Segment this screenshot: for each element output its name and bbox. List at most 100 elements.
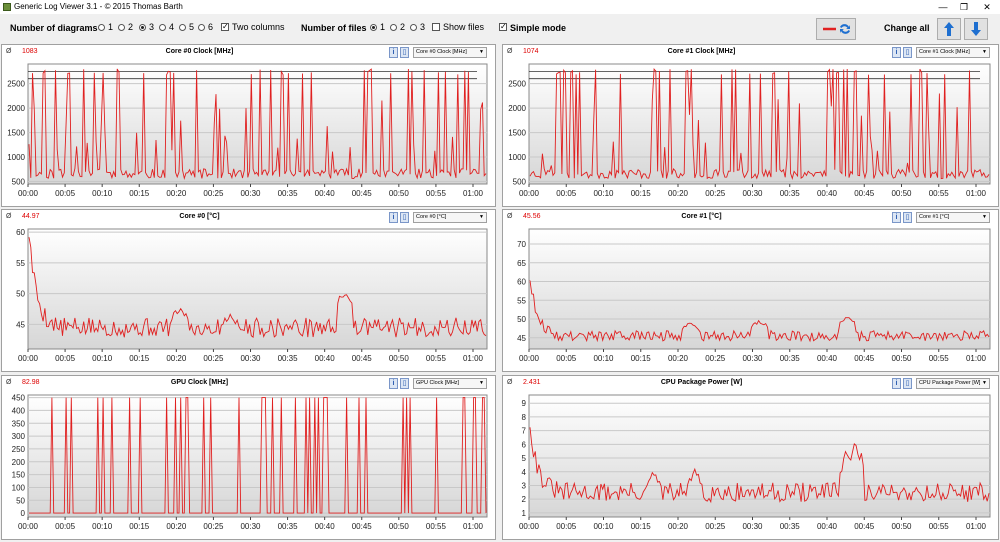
line-chart[interactable]: 45 50 55 60 00:00 00:05 00:10 00:15 00:20 00:25 00… — [2, 225, 495, 371]
x-tick-label: 00:40 — [315, 354, 336, 363]
minimize-button[interactable]: — — [938, 2, 948, 12]
chevron-down-icon: ▼ — [479, 380, 484, 386]
diagram-panel: Ø 82.98 GPU Clock [MHz] i ▯ GPU Clock [MHz] ▼ 0… — [1, 375, 496, 540]
simple-mode-checkbox[interactable]: ✓ — [499, 22, 507, 31]
y-tick-label: 3 — [522, 481, 527, 490]
two-columns-checkbox[interactable]: ✓ — [221, 22, 229, 31]
info-icon[interactable]: i — [389, 212, 398, 223]
files-radio-3[interactable] — [410, 24, 417, 31]
y-tick-label: 1 — [522, 509, 527, 518]
move-up-button[interactable] — [937, 18, 961, 40]
statistics-icon[interactable]: ▯ — [903, 212, 912, 223]
series-line — [28, 68, 487, 181]
diagrams-radio-4[interactable] — [159, 24, 166, 31]
sensor-select[interactable]: Core #0 Clock [MHz] ▼ — [413, 47, 487, 58]
diagram-panel: Ø 1074 Core #1 Clock [MHz] i ▯ Core #1 Clock … — [502, 44, 999, 207]
statistics-icon[interactable]: ▯ — [400, 378, 409, 389]
y-tick-label: 1000 — [7, 153, 25, 162]
y-tick-label: 2500 — [7, 80, 25, 89]
x-tick-label: 00:05 — [55, 354, 76, 363]
chevron-down-icon: ▼ — [982, 49, 987, 55]
x-tick-label: 00:50 — [891, 354, 912, 363]
files-radio-2[interactable] — [390, 24, 397, 31]
diagram-header: Ø 1083 Core #0 Clock [MHz] i ▯ Core #0 Clock … — [2, 45, 495, 60]
x-tick-label: 00:05 — [55, 522, 76, 531]
x-tick-label: 00:15 — [631, 189, 652, 198]
average-symbol: Ø — [6, 213, 12, 220]
x-tick-label: 00:00 — [18, 354, 39, 363]
x-tick-label: 00:45 — [352, 189, 373, 198]
window-title: Generic Log Viewer 3.1 - © 2015 Thomas B… — [14, 2, 183, 11]
y-tick-label: 0 — [21, 509, 26, 518]
files-radio-1[interactable] — [370, 24, 377, 31]
diagrams-radio-2[interactable] — [118, 24, 125, 31]
move-down-button[interactable] — [964, 18, 988, 40]
statistics-icon[interactable]: ▯ — [400, 212, 409, 223]
statistics-icon[interactable]: ▯ — [400, 47, 409, 58]
y-tick-label: 45 — [16, 320, 25, 329]
sensor-select-value: Core #0 [°C] — [416, 214, 447, 220]
diagram-header: Ø 82.98 GPU Clock [MHz] i ▯ GPU Clock [MHz] ▼ — [2, 376, 495, 391]
x-tick-label: 01:00 — [966, 189, 987, 198]
sensor-select[interactable]: GPU Clock [MHz] ▼ — [413, 378, 487, 389]
line-chart[interactable]: 500 1000 1500 2000 2500 00:00 00:05 00:10 00:15 0… — [2, 60, 495, 206]
sensor-select[interactable]: Core #1 Clock [MHz] ▼ — [916, 47, 990, 58]
two-columns-label: Two columns — [232, 22, 285, 32]
line-chart[interactable]: 1 2 3 4 5 6 7 8 9 00:00 00:05 00:10 00:15 00:20 00:25 0… — [503, 391, 998, 539]
x-tick-label: 00:55 — [426, 522, 447, 531]
info-icon[interactable]: i — [892, 212, 901, 223]
series-line — [529, 280, 990, 343]
arrow-up-icon — [944, 22, 954, 36]
close-button[interactable]: ✕ — [983, 2, 991, 12]
diagrams-radio-3[interactable] — [139, 24, 146, 31]
diagrams-radio-6[interactable] — [198, 24, 205, 31]
restore-button[interactable]: ❐ — [959, 2, 969, 12]
info-icon[interactable]: i — [892, 47, 901, 58]
diagram-title: Core #0 [°C] — [179, 213, 220, 220]
x-tick-label: 00:10 — [593, 189, 614, 198]
diagrams-radio-5[interactable] — [179, 24, 186, 31]
line-chart[interactable]: 0 50 100 150 200 250 300 350 400 450 00:00 00:05 00:… — [2, 391, 495, 539]
line-chart[interactable]: 500 1000 1500 2000 2500 00:00 00:05 00:10 00:15 0… — [503, 60, 998, 206]
y-tick-label: 65 — [517, 259, 526, 268]
x-tick-label: 00:50 — [891, 189, 912, 198]
y-tick-label: 500 — [513, 178, 527, 187]
diagram-panel: Ø 45.56 Core #1 [°C] i ▯ Core #1 [°C] ▼ 45 50 55 6… — [502, 209, 999, 372]
average-value: 1074 — [523, 48, 539, 55]
x-tick-label: 00:50 — [891, 522, 912, 531]
x-tick-label: 00:35 — [278, 354, 299, 363]
y-tick-label: 2500 — [508, 80, 526, 89]
diagram-title: Core #1 [°C] — [681, 213, 722, 220]
diagram-title: GPU Clock [MHz] — [170, 379, 229, 386]
diagram-header: Ø 45.56 Core #1 [°C] i ▯ Core #1 [°C] ▼ — [503, 210, 998, 225]
x-tick-label: 01:00 — [463, 189, 484, 198]
sensor-select[interactable]: Core #0 [°C] ▼ — [413, 212, 487, 223]
line-chart[interactable]: 45 50 55 60 65 70 00:00 00:05 00:10 00:15 00:20 00:… — [503, 225, 998, 371]
x-tick-label: 00:50 — [389, 189, 410, 198]
x-tick-label: 00:35 — [780, 354, 801, 363]
x-tick-label: 00:00 — [519, 522, 540, 531]
y-tick-label: 50 — [16, 496, 25, 505]
info-icon[interactable]: i — [892, 378, 901, 389]
y-tick-label: 70 — [517, 240, 526, 249]
show-files-checkbox[interactable] — [432, 23, 440, 31]
info-icon[interactable]: i — [389, 47, 398, 58]
statistics-icon[interactable]: ▯ — [903, 378, 912, 389]
sensor-select[interactable]: CPU Package Power [W] ▼ — [916, 378, 990, 389]
info-icon[interactable]: i — [389, 378, 398, 389]
statistics-icon[interactable]: ▯ — [903, 47, 912, 58]
y-tick-label: 350 — [12, 419, 26, 428]
line-style-button[interactable] — [816, 18, 856, 40]
plot-area — [27, 228, 488, 350]
y-tick-label: 100 — [12, 483, 26, 492]
x-tick-label: 00:20 — [166, 189, 187, 198]
x-tick-label: 00:10 — [593, 354, 614, 363]
x-tick-label: 00:10 — [593, 522, 614, 531]
diagram-header: Ø 44.97 Core #0 [°C] i ▯ Core #0 [°C] ▼ — [2, 210, 495, 225]
sensor-select[interactable]: Core #1 [°C] ▼ — [916, 212, 990, 223]
x-tick-label: 00:20 — [668, 354, 689, 363]
average-value: 82.98 — [22, 379, 40, 386]
diagrams-radio-1[interactable] — [98, 24, 105, 31]
y-tick-label: 55 — [16, 259, 25, 268]
x-tick-label: 00:00 — [519, 189, 540, 198]
